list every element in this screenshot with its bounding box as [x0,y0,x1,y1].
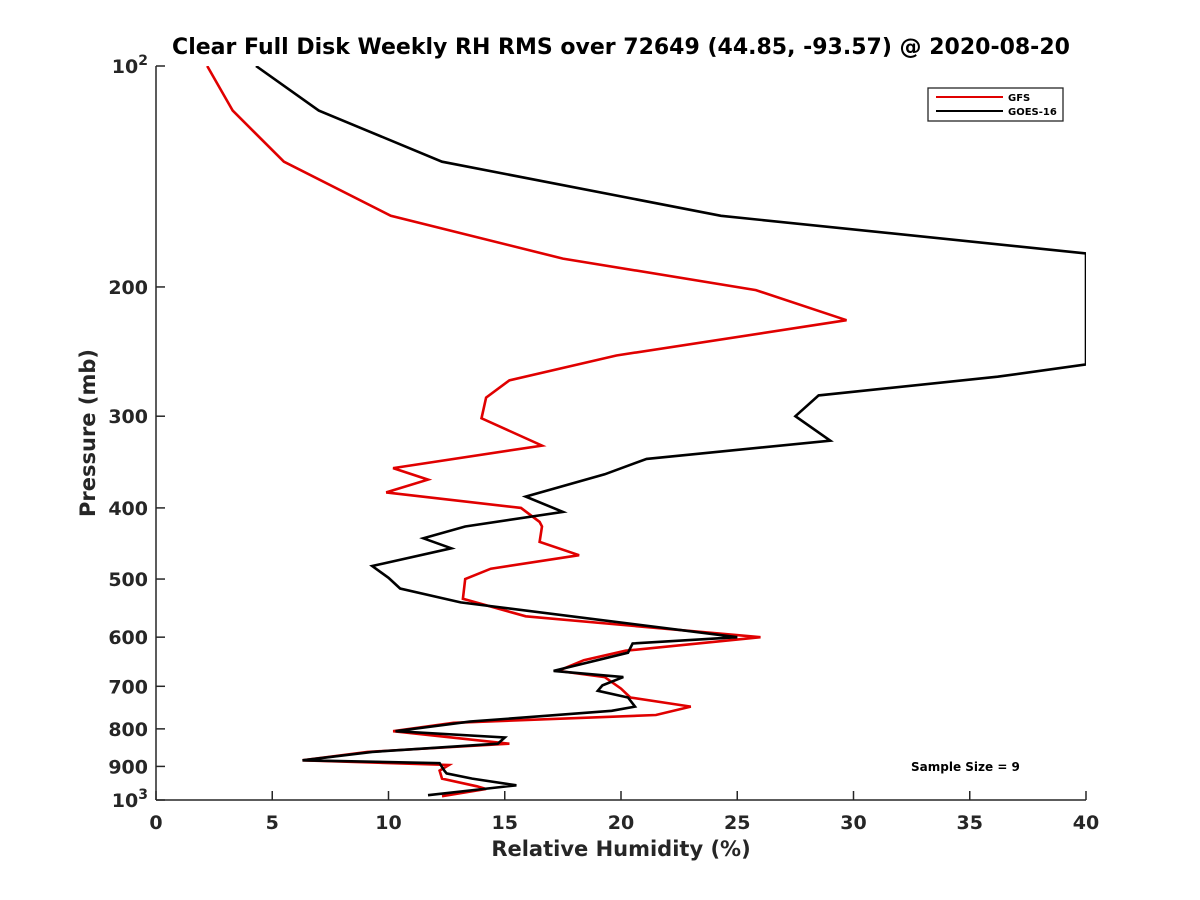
legend-box [927,87,1064,122]
y-tick-label-base: 300 [108,406,148,428]
x-tick-label: 0 [149,812,162,834]
y-tick-label-exponent: 3 [138,787,148,803]
y-tick-label-base: 10 [112,56,138,78]
y-tick-label-base: 400 [108,498,148,520]
y-tick-label-base: 600 [108,627,148,649]
y-tick-label: 300 [108,406,148,428]
x-tick-label: 35 [957,812,983,834]
series-line-goes-16 [255,66,1086,797]
y-tick-label: 103 [112,787,148,812]
y-tick-label: 200 [108,277,148,299]
series-layer [206,66,1086,798]
x-tick-label: 20 [608,812,634,834]
y-tick-label-base: 500 [108,569,148,591]
x-tick-label: 25 [724,812,750,834]
legend-label-gfs: GFS [1008,93,1030,104]
y-tick-label: 700 [108,676,148,698]
y-tick-label-base: 700 [108,676,148,698]
y-axis-title: Pressure (mb) [76,349,100,517]
y-tick-label-base: 800 [108,719,148,741]
x-tick-label: 5 [266,812,279,834]
y-tick-label: 800 [108,719,148,741]
y-tick-label-exponent: 2 [138,53,148,69]
sample-size-annotation: Sample Size = 9 [911,760,1020,774]
x-tick-label: 15 [492,812,518,834]
legend-label-goes-16: GOES-16 [1008,107,1057,118]
x-tick-label: 40 [1073,812,1099,834]
y-tick-label: 600 [108,627,148,649]
y-tick-label: 500 [108,569,148,591]
x-tick-label: 30 [840,812,866,834]
y-tick-label-base: 10 [112,790,138,812]
y-tick-label-base: 200 [108,277,148,299]
series-line-gfs [206,66,847,798]
y-tick-label: 102 [112,53,148,78]
x-ticks: 0 5 10 15 20 25 30 35 40 [149,791,1099,834]
y-tick-label: 900 [108,756,148,778]
x-axis-title: Relative Humidity (%) [491,837,750,861]
x-tick-label: 10 [375,812,401,834]
y-tick-label-base: 900 [108,756,148,778]
chart-title: Clear Full Disk Weekly RH RMS over 72649… [172,35,1070,60]
legend: GFS GOES-16 [927,87,1064,122]
y-tick-label: 400 [108,498,148,520]
